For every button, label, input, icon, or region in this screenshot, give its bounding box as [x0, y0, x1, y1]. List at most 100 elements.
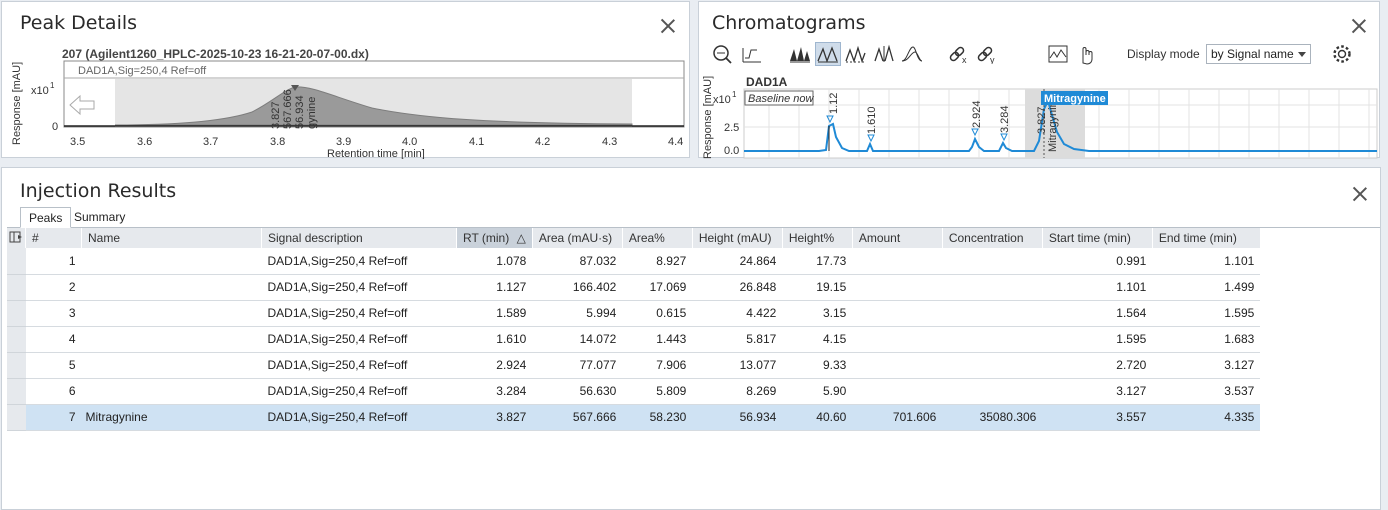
- y-tick: 0.0: [724, 145, 739, 157]
- row-header[interactable]: [7, 248, 26, 275]
- cell-area: 166.402: [532, 274, 623, 301]
- cell-amount: [852, 352, 943, 379]
- tab-peaks[interactable]: Peaks: [20, 207, 72, 228]
- peak-y-exp: x10: [31, 85, 49, 97]
- x-tick: 4.4: [668, 136, 683, 148]
- peaks-marker-icon[interactable]: [871, 42, 897, 66]
- cell-n: 4: [25, 326, 82, 353]
- table-row[interactable]: 4 DAD1A,Sig=250,4 Ref=off 1.610 14.072 1.443…: [7, 326, 1261, 353]
- row-header[interactable]: [7, 300, 26, 327]
- row-header[interactable]: [7, 326, 26, 353]
- table-row[interactable]: 6 DAD1A,Sig=250,4 Ref=off 3.284 56.630 5.809…: [7, 378, 1261, 405]
- cell-area: 14.072: [532, 326, 623, 353]
- cell-name: [81, 352, 262, 379]
- gear-icon[interactable]: [1329, 42, 1355, 66]
- peak-label-7-name: Mitragynine: [1047, 95, 1059, 152]
- cell-amount: 701.606: [852, 404, 943, 431]
- table-row[interactable]: 2 DAD1A,Sig=250,4 Ref=off 1.127 166.402 17.0…: [7, 274, 1261, 301]
- col-header-end-time[interactable]: End time (min): [1152, 228, 1261, 248]
- cell-rt: 1.078: [456, 248, 533, 275]
- sort-ascending-icon: △: [516, 231, 526, 245]
- row-header[interactable]: [7, 274, 26, 301]
- col-header-area[interactable]: Area (mAU·s): [532, 228, 623, 248]
- cell-name: [81, 300, 262, 327]
- highlight-tag-label: Mitragynine: [1044, 93, 1106, 105]
- cell-signal: DAD1A,Sig=250,4 Ref=off: [261, 378, 457, 405]
- cell-rt: 3.284: [456, 378, 533, 405]
- col-header-area-pct[interactable]: Area%: [622, 228, 693, 248]
- cell-n: 1: [25, 248, 82, 275]
- table-row[interactable]: 1 DAD1A,Sig=250,4 Ref=off 1.078 87.032 8.927…: [7, 248, 1261, 275]
- x-tick: 3.7: [203, 136, 218, 148]
- row-header[interactable]: [7, 378, 26, 405]
- col-header-height-pct[interactable]: Height%: [782, 228, 853, 248]
- peak-apex-marker[interactable]: [291, 85, 299, 91]
- col-header-signal[interactable]: Signal description: [261, 228, 457, 248]
- cell-end: 1.595: [1152, 300, 1261, 327]
- table-header-row: # Name Signal description RT (min) △ Are…: [7, 228, 1261, 248]
- baseline-now-box: [744, 90, 814, 106]
- col-header-height[interactable]: Height (mAU): [692, 228, 783, 248]
- x-tick: 3.9: [336, 136, 351, 148]
- cell-amount: [852, 378, 943, 405]
- peak-details-chart[interactable]: 207 (Agilent1260_HPLC-2025-10-23 16-21-2…: [2, 2, 691, 159]
- chromatograms-title: Chromatograms: [712, 12, 866, 34]
- cell-name: [81, 378, 262, 405]
- peak-label-4: 1.610: [866, 106, 878, 134]
- baseline-icon[interactable]: [739, 42, 765, 66]
- stack-icon[interactable]: [1045, 42, 1071, 66]
- cell-start: 3.557: [1042, 404, 1153, 431]
- chromatogram-y-exp: x10: [713, 94, 731, 106]
- x-tick: 4.3: [602, 136, 617, 148]
- cell-area-pct: 0.615: [622, 300, 693, 327]
- cell-start: 1.564: [1042, 300, 1153, 327]
- chromatogram-chart[interactable]: DAD1A Baseline now 1.12 1.610 2.924 3.28…: [699, 2, 1381, 159]
- col-header-index[interactable]: #: [25, 228, 82, 248]
- cell-n: 6: [25, 378, 82, 405]
- row-header[interactable]: [7, 404, 26, 431]
- cell-signal: DAD1A,Sig=250,4 Ref=off: [261, 274, 457, 301]
- touch-icon[interactable]: [1073, 42, 1099, 66]
- display-mode-select[interactable]: by Signal name: [1206, 44, 1311, 64]
- cell-start: 3.127: [1042, 378, 1153, 405]
- injection-results-close-icon[interactable]: [1351, 185, 1369, 203]
- cell-height: 56.934: [692, 404, 783, 431]
- cell-name: [81, 326, 262, 353]
- col-header-concentration[interactable]: Concentration: [942, 228, 1043, 248]
- peak-label-height: 56.934: [294, 95, 306, 129]
- cell-rt: 1.589: [456, 300, 533, 327]
- cell-signal: DAD1A,Sig=250,4 Ref=off: [261, 404, 457, 431]
- cell-height-pct: 4.15: [782, 326, 853, 353]
- display-mode-label: Display mode: [1127, 47, 1200, 61]
- peak-details-title: Peak Details: [20, 12, 138, 34]
- table-row[interactable]: 7 Mitragynine DAD1A,Sig=250,4 Ref=off 3.827…: [7, 404, 1261, 431]
- peaks-active-icon[interactable]: [815, 42, 841, 66]
- link-y-icon[interactable]: y: [974, 42, 1000, 66]
- baseline-now-label: Baseline now: [748, 93, 814, 105]
- chromatogram-y-axis-label: Response [mAU]: [702, 76, 714, 159]
- cell-conc: [942, 274, 1043, 301]
- col-header-rt-label: RT (min): [463, 231, 510, 245]
- overlay-icon[interactable]: [899, 42, 925, 66]
- link-x-icon[interactable]: x: [946, 42, 972, 66]
- cell-signal: DAD1A,Sig=250,4 Ref=off: [261, 352, 457, 379]
- column-chooser-icon[interactable]: [7, 228, 26, 248]
- row-header[interactable]: [7, 352, 26, 379]
- peaks-split-icon[interactable]: [843, 42, 869, 66]
- col-header-amount[interactable]: Amount: [852, 228, 943, 248]
- cell-area-pct: 8.927: [622, 248, 693, 275]
- table-row[interactable]: 5 DAD1A,Sig=250,4 Ref=off 2.924 77.077 7.906…: [7, 352, 1261, 379]
- peak-y-axis-label: Response [mAU]: [11, 62, 23, 145]
- navigate-left-icon[interactable]: [69, 94, 95, 116]
- col-header-rt[interactable]: RT (min) △: [456, 228, 533, 248]
- zoom-reset-icon[interactable]: [710, 42, 736, 66]
- peaks-icon[interactable]: [787, 42, 813, 66]
- col-header-name[interactable]: Name: [81, 228, 262, 248]
- cell-area: 5.994: [532, 300, 623, 327]
- display-mode-value: by Signal name: [1211, 47, 1294, 61]
- cell-n: 7: [25, 404, 82, 431]
- cell-height-pct: 19.15: [782, 274, 853, 301]
- table-row[interactable]: 3 DAD1A,Sig=250,4 Ref=off 1.589 5.994 0.615 4…: [7, 300, 1261, 327]
- tab-summary[interactable]: Summary: [74, 210, 126, 224]
- col-header-start-time[interactable]: Start time (min): [1042, 228, 1153, 248]
